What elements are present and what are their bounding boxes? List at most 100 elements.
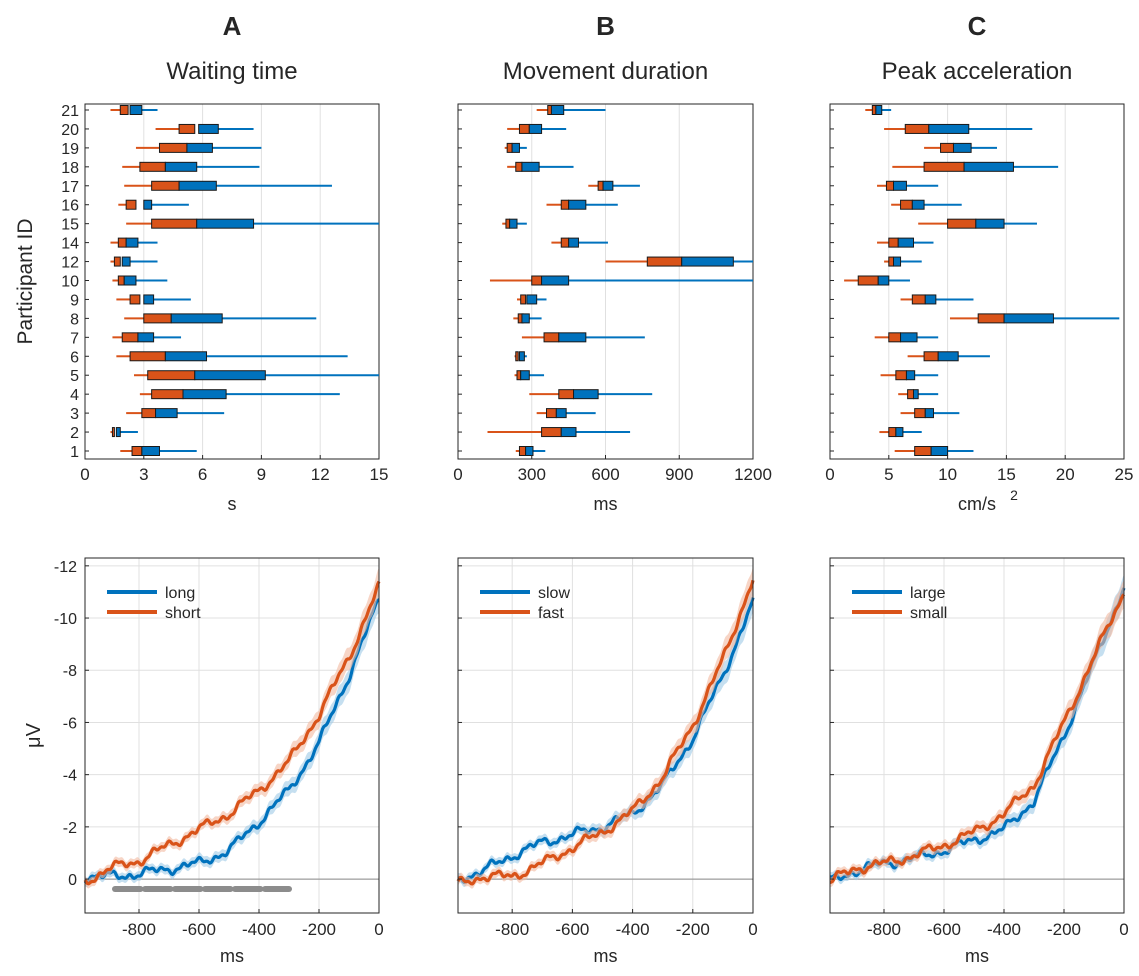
confidence-band-slow bbox=[458, 583, 753, 888]
box-slow bbox=[568, 237, 579, 248]
x-tick-label: 15 bbox=[370, 465, 389, 484]
box-slow bbox=[521, 161, 540, 172]
x-tick-label: -600 bbox=[555, 920, 589, 939]
erp-panel-b: -800 -600 -400 -200 0 ms slow fast bbox=[456, 557, 758, 966]
box-slow bbox=[541, 275, 570, 286]
box-short bbox=[111, 427, 115, 438]
y-axis-label: Participant ID bbox=[14, 218, 37, 344]
box-short bbox=[117, 237, 127, 248]
box-large bbox=[924, 294, 937, 305]
box-large bbox=[911, 199, 925, 210]
x-tick-label: 900 bbox=[665, 465, 693, 484]
box-slow bbox=[520, 370, 530, 381]
box-long bbox=[121, 256, 131, 267]
box-fast bbox=[546, 408, 557, 419]
box-long bbox=[182, 389, 227, 400]
x-axis-label: ms bbox=[220, 946, 244, 966]
x-tick-label: -400 bbox=[242, 920, 276, 939]
box-short bbox=[119, 105, 129, 115]
box-slow bbox=[560, 427, 577, 438]
x-tick-label: 0 bbox=[80, 465, 89, 484]
panel-letter-a: A bbox=[223, 11, 242, 41]
y-tick-label: 3 bbox=[70, 406, 79, 423]
y-tick-label: 17 bbox=[61, 179, 79, 196]
box-slow bbox=[521, 313, 530, 324]
box-small bbox=[900, 199, 913, 210]
erp-panel-a: -800 -600 -400 -200 0 -12 -10 -8 -6 -4 -2 0 μV ms long… bbox=[23, 557, 384, 966]
box-small bbox=[923, 351, 939, 362]
box-small bbox=[888, 237, 899, 248]
y-tick-label: -10 bbox=[54, 611, 77, 628]
box-large bbox=[900, 332, 918, 343]
y-tick-label: 2 bbox=[70, 425, 79, 442]
legend: slow fast bbox=[480, 585, 570, 622]
box-long bbox=[170, 313, 223, 324]
box-fast bbox=[597, 180, 604, 191]
box-slow bbox=[558, 332, 587, 343]
box-short bbox=[147, 370, 196, 381]
box-fast bbox=[543, 332, 560, 343]
x-tick-label: -200 bbox=[676, 920, 710, 939]
y-tick-label: 6 bbox=[70, 349, 79, 366]
box-fast bbox=[515, 351, 519, 362]
y-tick-label: 15 bbox=[61, 217, 79, 234]
box-slow bbox=[528, 123, 543, 134]
x-tick-label: -800 bbox=[867, 920, 901, 939]
box-slow bbox=[518, 351, 525, 362]
y-tick-label: 8 bbox=[70, 311, 79, 328]
box-small bbox=[907, 389, 914, 400]
y-tick-label: 16 bbox=[61, 198, 79, 215]
x-tick-label: -600 bbox=[182, 920, 216, 939]
box-small bbox=[871, 105, 877, 115]
box-short bbox=[158, 142, 188, 153]
box-small bbox=[888, 427, 897, 438]
box-large bbox=[952, 142, 972, 153]
box-short bbox=[121, 332, 139, 343]
box-fast bbox=[531, 275, 543, 286]
y-tick-label: -12 bbox=[54, 559, 77, 576]
box-long bbox=[115, 427, 121, 438]
box-slow bbox=[602, 180, 614, 191]
box-fast bbox=[518, 123, 530, 134]
y-tick-label: 4 bbox=[70, 387, 79, 404]
panel-letter-b: B bbox=[596, 11, 615, 41]
box-fast bbox=[518, 446, 527, 456]
box-long bbox=[143, 294, 155, 305]
box-short bbox=[117, 275, 125, 286]
x-tick-label: -800 bbox=[122, 920, 156, 939]
x-tick-label: -600 bbox=[927, 920, 961, 939]
box-short bbox=[125, 199, 137, 210]
box-small bbox=[885, 180, 895, 191]
line-fast bbox=[456, 579, 755, 886]
x-tick-label: -200 bbox=[1047, 920, 1081, 939]
y-tick-label: -8 bbox=[63, 663, 77, 680]
y-tick-label: 21 bbox=[61, 103, 79, 120]
x-tick-label: 1200 bbox=[734, 465, 772, 484]
box-short bbox=[178, 123, 196, 134]
box-small bbox=[947, 218, 977, 229]
legend-label-small: small bbox=[910, 605, 947, 622]
x-axis-label: ms bbox=[594, 494, 618, 514]
box-large bbox=[875, 105, 883, 115]
box-large bbox=[897, 237, 914, 248]
box-small bbox=[888, 332, 902, 343]
box-large bbox=[877, 275, 890, 286]
box-fast bbox=[520, 294, 527, 305]
panel-title-c: Peak acceleration bbox=[882, 58, 1073, 85]
box-fast bbox=[515, 161, 523, 172]
box-small bbox=[904, 123, 930, 134]
box-short bbox=[151, 180, 180, 191]
box-large bbox=[1003, 313, 1054, 324]
box-fast bbox=[646, 256, 683, 267]
x-axis-label: ms bbox=[965, 946, 989, 966]
confidence-band-fast bbox=[458, 566, 753, 889]
box-short bbox=[113, 256, 121, 267]
x-tick-label: 20 bbox=[1056, 465, 1075, 484]
box-short bbox=[131, 446, 143, 456]
y-tick-label: 18 bbox=[61, 160, 79, 177]
y-tick-label: -4 bbox=[63, 768, 77, 785]
x-tick-label: 6 bbox=[198, 465, 207, 484]
box-fast bbox=[560, 199, 570, 210]
box-large bbox=[924, 408, 934, 419]
